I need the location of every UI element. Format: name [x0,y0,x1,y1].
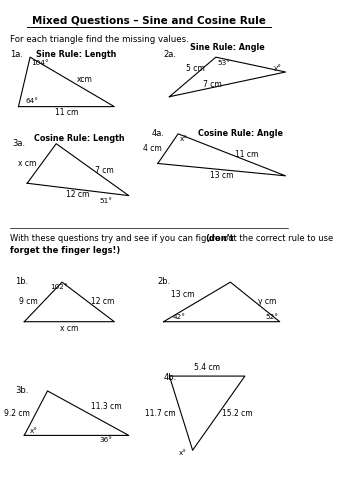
Text: With these questions try and see if you can figure out the correct rule to use: With these questions try and see if you … [10,234,336,242]
Text: xcm: xcm [76,75,92,84]
Text: Cosine Rule: Length: Cosine Rule: Length [34,134,125,143]
Text: 42°: 42° [172,314,185,320]
Text: 13 cm: 13 cm [210,170,233,179]
Text: 5 cm: 5 cm [186,64,205,73]
Text: x°: x° [179,136,188,142]
Text: 11 cm: 11 cm [235,150,258,160]
Text: 7 cm: 7 cm [95,166,114,174]
Text: 4b.: 4b. [164,372,177,382]
Text: 3a.: 3a. [13,138,26,148]
Text: Cosine Rule: Angle: Cosine Rule: Angle [199,129,284,138]
Text: Sine Rule: Length: Sine Rule: Length [36,50,116,58]
Text: x cm: x cm [17,159,36,168]
Text: 11 cm: 11 cm [55,108,78,118]
Text: 12 cm: 12 cm [66,190,90,200]
Text: x cm: x cm [60,324,79,332]
Text: 51°: 51° [100,198,113,204]
Text: forget the finger legs!): forget the finger legs!) [10,246,120,255]
Text: 3b.: 3b. [16,386,29,395]
Text: 36°: 36° [100,437,113,443]
Text: (don’t: (don’t [206,234,235,242]
Text: Sine Rule: Angle: Sine Rule: Angle [190,44,264,52]
Text: 7 cm: 7 cm [203,80,222,89]
Text: 13 cm: 13 cm [171,290,194,300]
Text: 52°: 52° [265,314,278,320]
Text: y cm: y cm [258,298,276,306]
Text: 53°: 53° [217,60,230,66]
Text: 104°: 104° [32,60,49,66]
Text: y°: y° [274,64,282,70]
Text: 2b.: 2b. [158,277,171,286]
Text: For each triangle find the missing values.: For each triangle find the missing value… [10,35,189,44]
Text: 64°: 64° [26,98,39,104]
Text: 9.2 cm: 9.2 cm [4,408,30,418]
Text: 102°: 102° [50,284,68,290]
Text: Mixed Questions – Sine and Cosine Rule: Mixed Questions – Sine and Cosine Rule [32,15,266,25]
Text: 11.3 cm: 11.3 cm [91,402,122,410]
Text: 9 cm: 9 cm [19,298,37,306]
Text: x°: x° [30,428,38,434]
Text: 5.4 cm: 5.4 cm [194,363,220,372]
Text: 1b.: 1b. [16,277,29,286]
Text: 2a.: 2a. [164,50,177,58]
Text: 1a.: 1a. [10,50,23,58]
Text: x°: x° [179,450,187,456]
Text: 4a.: 4a. [152,129,165,138]
Text: 15.2 cm: 15.2 cm [222,408,252,418]
Text: 12 cm: 12 cm [91,298,114,306]
Text: 11.7 cm: 11.7 cm [144,408,175,418]
Text: 4 cm: 4 cm [143,144,162,153]
